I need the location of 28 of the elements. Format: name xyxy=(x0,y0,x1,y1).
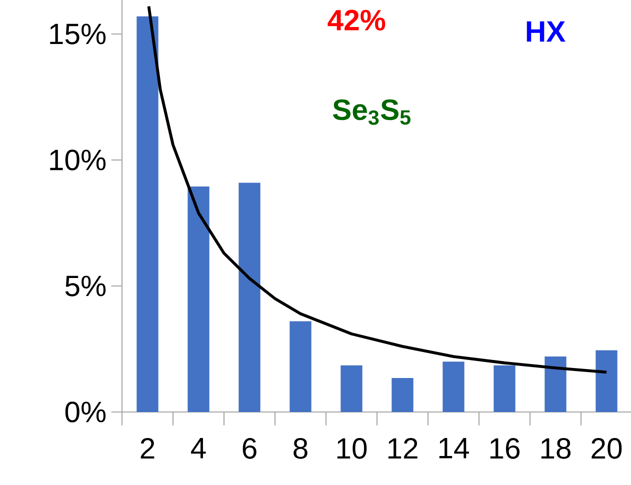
bar xyxy=(340,365,362,412)
bar xyxy=(238,182,260,412)
bar xyxy=(544,356,566,412)
x-tick-label: 2 xyxy=(140,438,154,459)
y-tick-label: 0% xyxy=(65,402,106,422)
y-tick-label: 5% xyxy=(65,276,106,296)
y-tick-label: 15% xyxy=(50,24,106,44)
annotation: Se$_{3}$S$_{5}$ xyxy=(332,99,410,125)
annotation: HX xyxy=(526,21,566,42)
line-series xyxy=(147,4,608,374)
bar xyxy=(442,362,464,412)
x-tick-label: 6 xyxy=(242,438,256,459)
x-tick-label: 10 xyxy=(337,438,367,459)
x-tick-label: 8 xyxy=(294,438,308,459)
bar xyxy=(596,350,618,412)
bar xyxy=(392,378,414,412)
annotation: 42% xyxy=(328,10,386,31)
bar xyxy=(290,321,312,412)
x-tick-label: 16 xyxy=(490,438,520,459)
x-tick-label: 18 xyxy=(541,438,571,459)
bar xyxy=(188,186,210,412)
x-tick-label: 4 xyxy=(191,438,206,458)
x-tick-label: 12 xyxy=(388,438,418,459)
x-tick-label: 14 xyxy=(439,438,469,458)
bar xyxy=(136,16,158,412)
x-tick-label: 20 xyxy=(592,438,622,459)
y-tick-label: 10% xyxy=(50,150,106,170)
bar xyxy=(494,365,516,412)
